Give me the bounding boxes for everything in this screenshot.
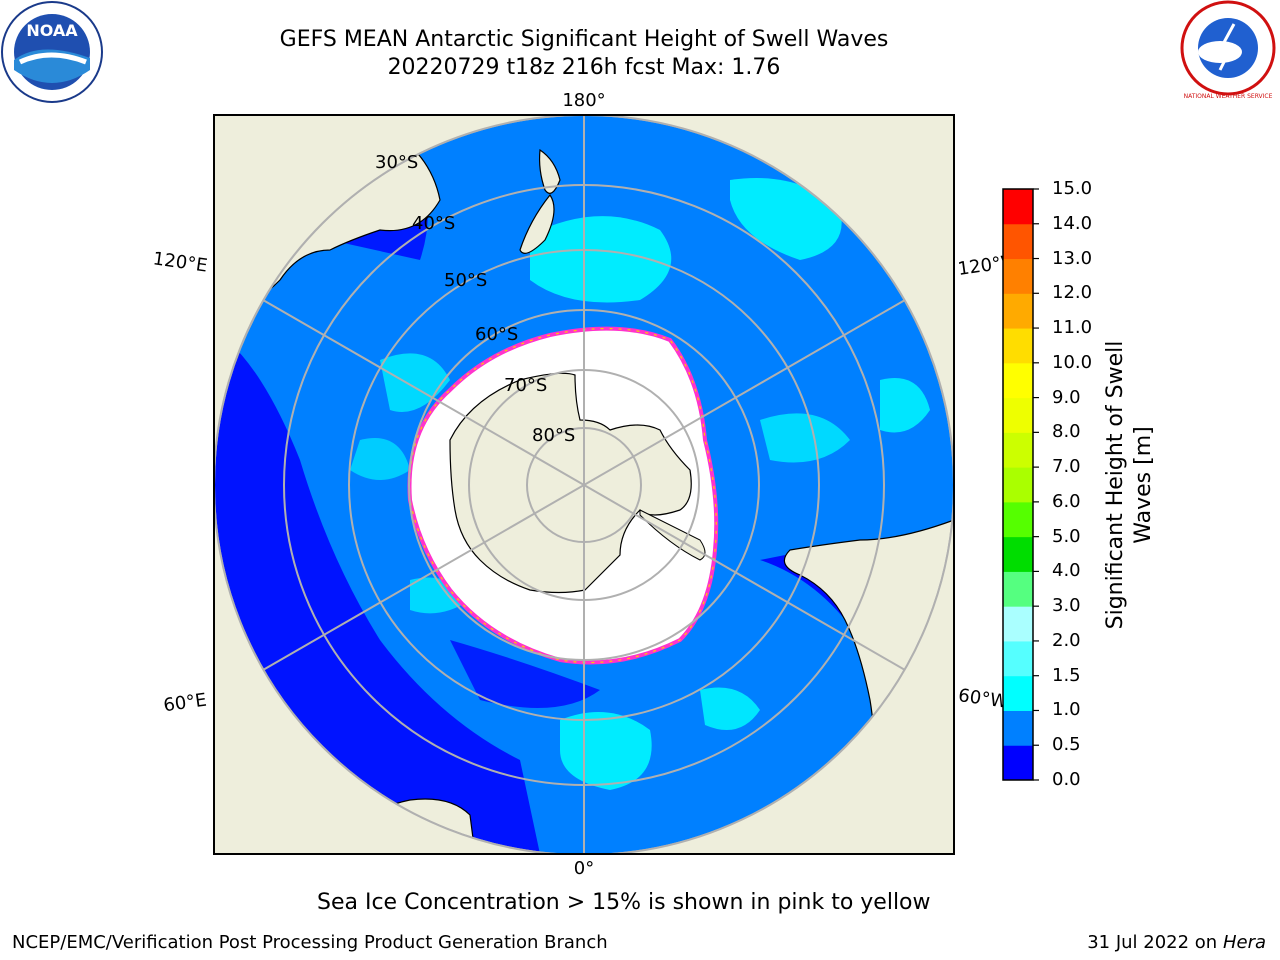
colorbar-tick-label: 1.5: [1052, 664, 1081, 686]
sea-ice-caption: Sea Ice Concentration > 15% is shown in …: [317, 890, 931, 915]
colorbar-tick-label: 5.0: [1052, 525, 1081, 547]
footer-date-text: 31 Jul 2022 on: [1087, 932, 1223, 953]
lat-label-40s: 40°S: [412, 213, 455, 234]
footer-machine: Hera: [1222, 932, 1266, 953]
noaa-logo-text: NOAA: [26, 21, 78, 40]
antarctica-landmass: [449, 372, 692, 594]
colorbar-tick-label: 14.0: [1052, 212, 1093, 234]
colorbar-bin: [1003, 467, 1033, 503]
sea-ice-edge-yellow: [408, 327, 717, 664]
lat-label-50s: 50°S: [444, 270, 487, 291]
colorbar-bin: [1003, 362, 1033, 399]
map-frame: [213, 114, 955, 855]
new-zealand-south-island: [519, 193, 555, 254]
chart-title: GEFS MEAN Antarctic Significant Height o…: [279, 27, 889, 52]
colorbar-tick-label: 1.0: [1052, 699, 1081, 721]
colorbar-label: Significant Height of Swell Waves [m]: [1103, 340, 1156, 630]
lat-label-80s: 80°S: [532, 425, 575, 446]
colorbar-tick-label: 8.0: [1052, 421, 1081, 443]
colorbar-tick-label: 12.0: [1052, 282, 1093, 304]
lat-label-30s: 30°S: [375, 152, 418, 173]
lat-label-60s: 60°S: [475, 324, 518, 345]
lon-label-120e: 120°E: [152, 248, 209, 276]
colorbar-bin: [1003, 501, 1033, 538]
colorbar-bin: [1003, 189, 1033, 225]
colorbar-tick-label: 7.0: [1052, 456, 1081, 478]
colorbar-bin: [1003, 293, 1033, 329]
lon-label-0: 0°: [574, 858, 594, 879]
nws-logo-text: NATIONAL WEATHER SERVICE: [1184, 93, 1273, 100]
noaa-logo: NOAA: [1, 1, 103, 103]
colorbar-bin: [1003, 397, 1033, 433]
colorbar-tick-label: 4.0: [1052, 560, 1081, 582]
colorbar-tick-label: 15.0: [1052, 178, 1093, 199]
colorbar-bin: [1003, 223, 1033, 260]
colorbar-bin: [1003, 606, 1033, 642]
colorbar-bin: [1003, 571, 1033, 607]
colorbar: [1003, 188, 1039, 781]
colorbar-bin: [1003, 536, 1033, 572]
colorbar-bin: [1003, 675, 1033, 711]
colorbar-tick-label: 13.0: [1052, 247, 1093, 269]
footer-branch: NCEP/EMC/Verification Post Processing Pr…: [12, 932, 608, 953]
colorbar-tick-label: 2.0: [1052, 629, 1081, 651]
lat-label-70s: 70°S: [504, 375, 547, 396]
colorbar-bin: [1003, 258, 1033, 294]
lon-label-60w: 60°W: [957, 685, 1009, 713]
colorbar-tick-label: 3.0: [1052, 595, 1081, 617]
colorbar-tick-label: 11.0: [1052, 317, 1093, 339]
graticule: [214, 115, 954, 854]
colorbar-tick-label: 0.0: [1052, 769, 1081, 790]
colorbar-tick-label: 6.0: [1052, 490, 1081, 512]
colorbar-bin: [1003, 745, 1033, 781]
nws-logo: NATIONAL WEATHER SERVICE: [1180, 0, 1276, 100]
lon-label-60e: 60°E: [162, 690, 208, 717]
colorbar-frame: [1002, 188, 1034, 781]
new-zealand-north-island: [538, 148, 561, 194]
colorbar-bin: [1003, 710, 1033, 746]
chart-subtitle: 20220729 t18z 216h fcst Max: 1.76: [387, 55, 781, 80]
lon-label-180: 180°: [562, 90, 605, 111]
colorbar-bin: [1003, 432, 1033, 468]
colorbar-bin: [1003, 640, 1033, 677]
colorbar-tick-label: 0.5: [1052, 734, 1081, 756]
colorbar-tick-label: 9.0: [1052, 386, 1081, 408]
colorbar-tick-label: 10.0: [1052, 351, 1093, 373]
colorbar-bin: [1003, 328, 1033, 364]
footer-date: 31 Jul 2022 on Hera: [1087, 932, 1266, 953]
